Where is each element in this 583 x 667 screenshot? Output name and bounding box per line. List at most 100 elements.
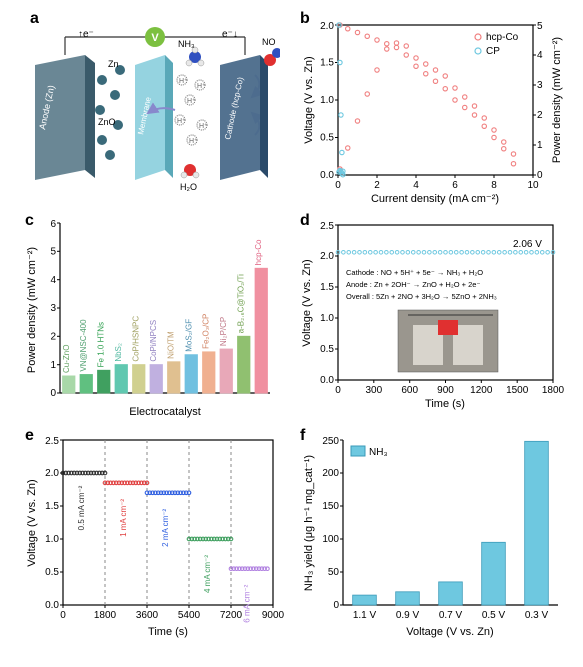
svg-text:0.0: 0.0: [45, 600, 59, 611]
svg-text:CP: CP: [486, 46, 500, 57]
svg-text:1800: 1800: [94, 610, 117, 621]
svg-text:2.0: 2.0: [320, 21, 334, 32]
svg-text:1.1 V: 1.1 V: [353, 610, 377, 621]
svg-text:5: 5: [50, 247, 56, 258]
svg-text:0.9 V: 0.9 V: [396, 610, 420, 621]
svg-text:3: 3: [50, 303, 56, 314]
svg-text:0.5: 0.5: [45, 567, 59, 578]
svg-text:150: 150: [322, 501, 339, 512]
svg-text:4 mA cm⁻²: 4 mA cm⁻²: [203, 555, 212, 593]
svg-text:NiO/TM: NiO/TM: [167, 331, 176, 359]
svg-text:1.5: 1.5: [320, 58, 334, 69]
svg-text:1500: 1500: [506, 385, 529, 396]
y-axis-label: NH₃ yield (μg h⁻¹ mg_cat⁻¹): [303, 455, 315, 591]
svg-text:300: 300: [365, 385, 382, 396]
svg-text:ZnO: ZnO: [98, 117, 116, 127]
svg-text:6 mA cm⁻²: 6 mA cm⁻²: [243, 584, 252, 622]
svg-text:10: 10: [527, 180, 539, 191]
svg-text:0.5 mA cm⁻²: 0.5 mA cm⁻²: [77, 485, 86, 530]
svg-text:Zn: Zn: [108, 59, 119, 69]
x-axis-label: Electrocatalyst: [129, 406, 201, 418]
svg-text:a-B₂.₆C@TiO₂/Ti: a-B₂.₆C@TiO₂/Ti: [237, 274, 246, 333]
svg-text:900: 900: [437, 385, 454, 396]
svg-text:H⁺: H⁺: [199, 123, 208, 130]
svg-text:2 mA cm⁻²: 2 mA cm⁻²: [161, 508, 170, 546]
svg-text:4: 4: [50, 275, 56, 286]
svg-text:2.5: 2.5: [320, 221, 334, 232]
svg-text:3: 3: [537, 80, 543, 91]
svg-text:2.5: 2.5: [45, 436, 59, 447]
svg-text:NH₃: NH₃: [369, 447, 388, 458]
svg-text:NO: NO: [262, 37, 276, 47]
svg-text:1 mA cm⁻²: 1 mA cm⁻²: [119, 499, 128, 537]
svg-text:50: 50: [328, 567, 340, 578]
svg-text:0.0: 0.0: [320, 375, 334, 386]
svg-text:1800: 1800: [542, 385, 565, 396]
x-axis-label: Current density (mA cm⁻²): [371, 193, 499, 205]
svg-text:2: 2: [50, 332, 56, 343]
svg-text:0: 0: [335, 180, 341, 191]
svg-text:0: 0: [50, 388, 56, 399]
svg-text:0.7 V: 0.7 V: [439, 610, 463, 621]
svg-text:0.5 V: 0.5 V: [482, 610, 506, 621]
svg-text:2.0: 2.0: [320, 251, 334, 262]
x-axis-label: Voltage (V vs. Zn): [406, 626, 493, 638]
svg-text:0: 0: [335, 385, 341, 396]
svg-text:6: 6: [50, 219, 56, 230]
svg-text:MoS₂/GF: MoS₂/GF: [184, 319, 193, 352]
svg-text:7200: 7200: [220, 610, 243, 621]
svg-text:0.0: 0.0: [320, 170, 334, 181]
svg-text:1.5: 1.5: [320, 282, 334, 293]
svg-text:NH₃: NH₃: [178, 39, 195, 49]
svg-text:H⁺: H⁺: [179, 78, 188, 85]
svg-text:CoP/HSNPC: CoP/HSNPC: [132, 316, 141, 362]
nh3-yield-chart: 050100150200250 1.1 V0.9 V0.7 V0.5 V0.3 …: [300, 430, 570, 640]
discharge-step-chart: 0.00.51.01.52.02.5 018003600540072009000…: [25, 430, 285, 640]
svg-text:Anode : Zn + 2OH⁻ → ZnO + H₂O: Anode : Zn + 2OH⁻ → ZnO + H₂O + 2e⁻: [346, 280, 480, 289]
y-left-label: Voltage (V vs. Zn): [303, 56, 315, 143]
ocv-chart: 0.00.51.01.52.02.5 030060090012001500180…: [300, 215, 570, 410]
x-axis-label: Time (s): [425, 398, 465, 410]
svg-text:H⁺: H⁺: [177, 118, 186, 125]
svg-text:5: 5: [537, 21, 543, 32]
svg-text:4: 4: [413, 180, 419, 191]
zn-no-schematic: V ↑e⁻ e⁻↓ Anode (Zn) Zn ZnO Membrane H⁺ …: [30, 25, 280, 195]
svg-text:H⁺: H⁺: [187, 98, 196, 105]
voltage-power-chart: 0.00.51.01.52.0 012345 0246810 hcp-Co: [300, 15, 570, 205]
svg-text:CoPi/NPCS: CoPi/NPCS: [149, 320, 158, 362]
svg-text:0: 0: [60, 610, 66, 621]
svg-text:Cu-ZnO: Cu-ZnO: [62, 345, 71, 373]
svg-text:600: 600: [401, 385, 418, 396]
y-axis-label: Power density (mW cm⁻²): [26, 247, 38, 373]
svg-text:V: V: [151, 32, 159, 44]
svg-text:↑e⁻: ↑e⁻: [78, 29, 94, 40]
schematic-panel: V ↑e⁻ e⁻↓ Anode (Zn) Zn ZnO Membrane H⁺ …: [30, 25, 280, 195]
svg-text:0.5: 0.5: [320, 344, 334, 355]
svg-text:VN@NSC-400: VN@NSC-400: [79, 319, 88, 372]
svg-text:1.0: 1.0: [320, 95, 334, 106]
svg-text:1.5: 1.5: [45, 501, 59, 512]
svg-text:H⁺: H⁺: [197, 83, 206, 90]
svg-text:1200: 1200: [470, 385, 493, 396]
svg-text:5400: 5400: [178, 610, 201, 621]
svg-text:hcp-Co: hcp-Co: [486, 32, 519, 43]
svg-text:Overall : 5Zn + 2NO + 3H₂O → 5: Overall : 5Zn + 2NO + 3H₂O → 5ZnO + 2NH₃: [346, 292, 497, 301]
y-axis-label: Voltage (V vs. Zn): [26, 479, 38, 566]
svg-text:3600: 3600: [136, 610, 159, 621]
ocv-annotation: 2.06 V: [513, 239, 542, 250]
catalyst-bar-chart: 0 1 2 3 4 5 6 Cu-ZnO VN@NSC-400 Fe 1.0 HTNs NbS₂ C…: [25, 215, 280, 420]
svg-text:200: 200: [322, 468, 339, 479]
svg-text:6: 6: [452, 180, 458, 191]
svg-text:Ni₂P/CP: Ni₂P/CP: [219, 317, 228, 346]
svg-text:e⁻↓: e⁻↓: [222, 29, 238, 40]
svg-text:1: 1: [537, 140, 543, 151]
y-axis-label: Voltage (V vs. Zn): [301, 259, 313, 346]
svg-text:NbS₂: NbS₂: [114, 343, 123, 362]
svg-text:Cathode : NO + 5H⁺ + 5e⁻ → NH₃: Cathode : NO + 5H⁺ + 5e⁻ → NH₃ + H₂O: [346, 268, 483, 277]
svg-text:2.0: 2.0: [45, 468, 59, 479]
svg-text:1: 1: [50, 360, 56, 371]
svg-text:H₂O: H₂O: [180, 182, 197, 192]
svg-text:0.5: 0.5: [320, 133, 334, 144]
y-right-label: Power density (mW cm⁻²): [551, 37, 563, 163]
svg-text:Fe 1.0 HTNs: Fe 1.0 HTNs: [97, 322, 106, 367]
